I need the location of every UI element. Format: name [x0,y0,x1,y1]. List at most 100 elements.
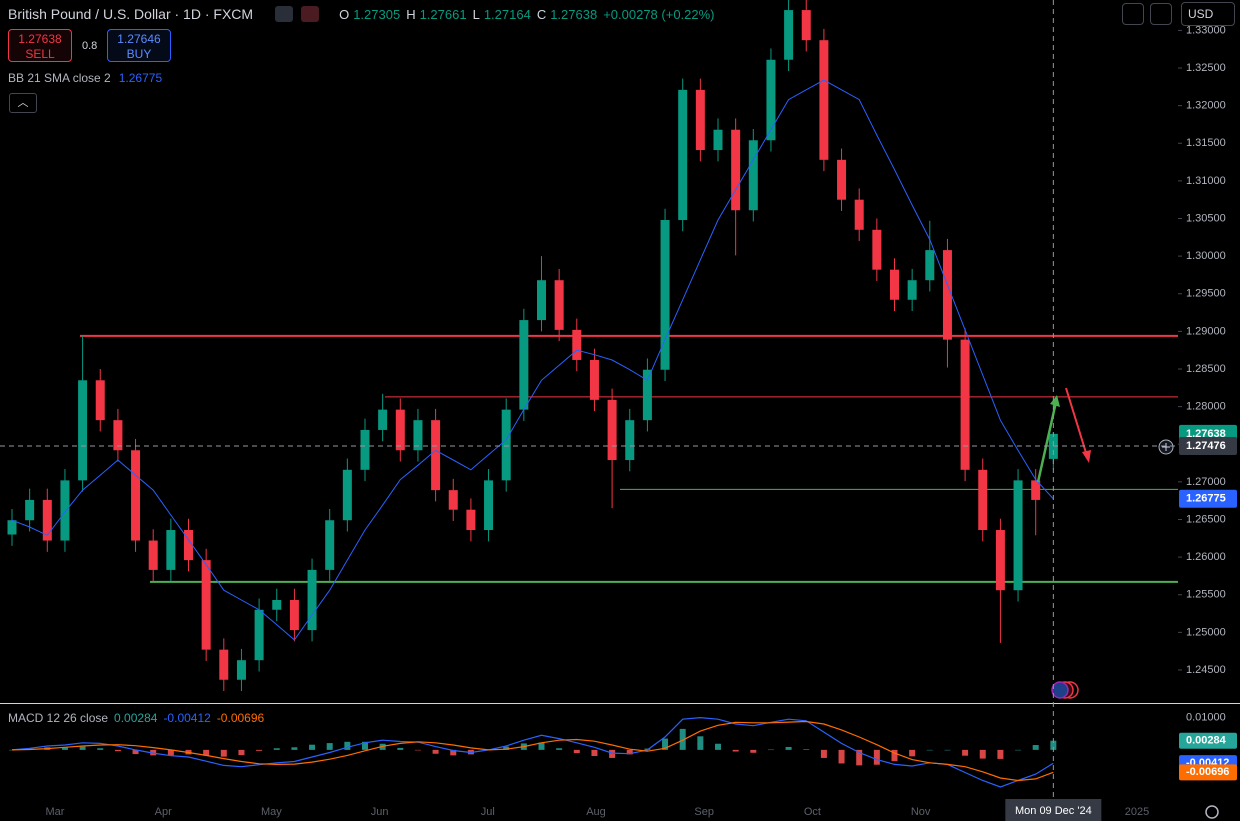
histogram-bar [626,749,633,755]
candle-body [42,499,52,541]
toggle-button[interactable] [275,6,294,22]
histogram-bar [309,744,316,750]
candle-body [272,599,282,610]
histogram-bar [273,748,280,750]
candle-body [113,420,123,451]
candle-body [660,220,670,370]
y-tick-label: 1.31500 [1186,137,1226,149]
histogram-bar [114,749,121,752]
candle-body [695,89,705,151]
histogram-bar [344,741,351,750]
down-arrow [1065,387,1088,457]
candle-body [395,409,405,451]
histogram-bar [820,749,827,758]
histogram-bar [750,749,757,753]
event-flags [1051,681,1079,699]
legend-header: British Pound / U.S. Dollar · 1D · FXCM … [8,4,717,24]
candle-body [60,480,70,541]
fullscreen-button[interactable] [1150,3,1172,25]
indicator-name: BB 21 SMA close 2 [8,71,111,85]
price-pane: 1.24500 1.25000 1.25500 1.26000 1.26500 1.270… [7,0,1226,692]
candle-body [872,229,882,270]
histogram-bar [609,749,616,758]
candle-body [607,399,617,461]
candle-body [784,10,794,60]
basis-price-box [1179,489,1237,508]
candle-body [960,339,970,470]
candle-body [25,499,35,521]
signal-value: -0.00696 [216,711,265,725]
candle-body [378,409,388,430]
settings-button[interactable] [1205,805,1219,819]
ohlc-label: C [536,6,547,22]
histogram-bar [167,749,174,756]
histogram-bar [715,743,721,750]
histogram-bar [891,749,898,762]
histogram-bar [238,749,245,756]
candle-body [78,380,88,481]
x-tick-label: Nov [911,806,931,818]
histogram-bar [61,747,68,750]
candle-body [254,609,264,661]
basis-line [11,79,1054,641]
buy-label: BUY [126,47,152,61]
indicator-value: 1.26775 [118,71,163,85]
ohlc-label: O [339,6,350,22]
basis-price: 1.26775 [1186,493,1226,505]
histogram-bar [79,746,86,750]
up-arrow-head [1050,395,1060,407]
candle-body [131,450,141,541]
x-tick-label: Jul [481,806,495,818]
crosshair-price-box [1179,437,1237,456]
y-tick-label: 1.29500 [1186,288,1226,300]
y-tick-label: 1.25000 [1186,626,1226,638]
buy-price: 1.27646 [117,32,161,46]
histogram-bar [662,738,669,750]
x-tick-label: May [261,806,282,818]
candle-body [184,530,193,561]
candle-body [360,429,370,470]
download-button[interactable] [1122,3,1144,25]
candle-body [484,480,494,531]
candle-body [325,520,335,570]
y-tick-label: 1.26500 [1186,513,1226,525]
histogram-bar [97,748,104,750]
candle-body [307,569,317,631]
candle-body [572,329,582,360]
candle-body [925,250,935,281]
histogram-bar [503,746,510,750]
change: +0.00278 (+0.22%) [603,6,715,22]
macd-line [11,716,1054,788]
y-tick-label: 1.27000 [1186,476,1226,488]
candle-body [236,660,246,680]
x-tick-label: 2025 [1125,806,1149,818]
histogram-bar [132,749,139,755]
histogram-bar [697,736,704,750]
candle-body [731,129,741,211]
histogram-bar [220,749,227,757]
histogram-bar [856,749,863,766]
histogram-bar [767,749,774,751]
histogram-bar [979,749,986,759]
currency-selector[interactable]: USD [1181,2,1235,26]
candle-body [501,409,511,481]
add-icon [1162,443,1170,451]
y-tick-label: 1.24500 [1186,664,1226,676]
candle-body [942,250,952,340]
y-tick-label: 1.25500 [1186,589,1226,601]
toggle-button[interactable] [301,6,320,22]
y-tick-label: 1.32500 [1186,62,1226,74]
histogram-bar [326,743,333,750]
value-box [1179,732,1237,749]
y-tick-label: 1.28500 [1186,363,1226,375]
indicator-legend: BB 21 SMA close 2 1.26775 [8,71,162,85]
sell-button[interactable]: 1.27638 SELL [8,29,72,62]
collapse-button[interactable]: ︿ [9,93,37,113]
crosshair-date: Mon 09 Dec '24 [1015,805,1092,817]
candle-body [201,560,211,650]
flag[interactable] [1051,681,1069,699]
histogram-bar [291,747,298,750]
y-tick-label: 1.32000 [1186,100,1226,112]
buy-button[interactable]: 1.27646 BUY [107,29,171,62]
